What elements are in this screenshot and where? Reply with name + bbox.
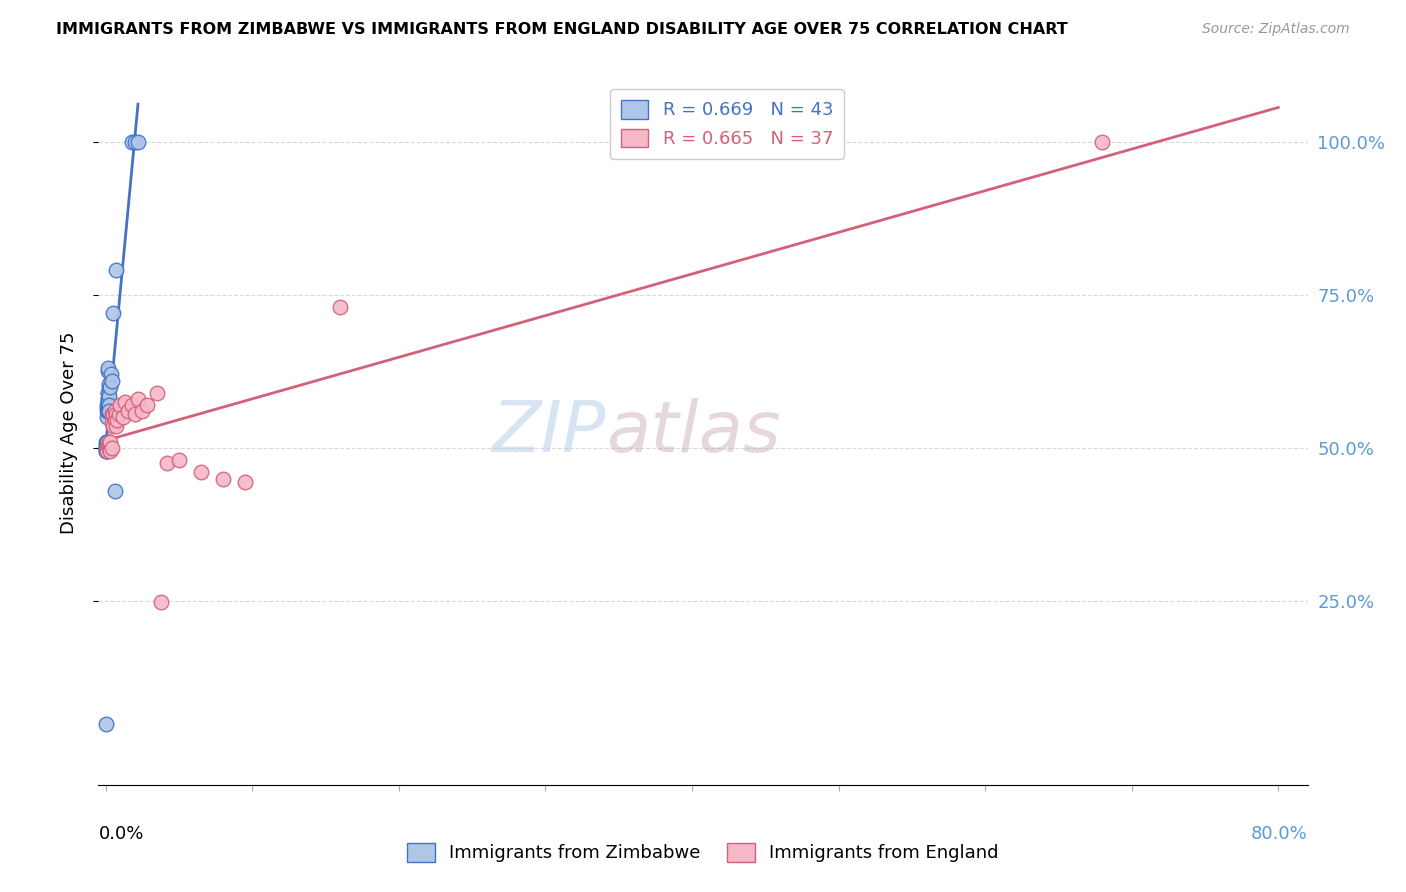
Point [96,444,118,458]
Point [97,434,120,449]
Point [108,407,131,421]
Point [124,135,146,149]
Legend: Immigrants from Zimbabwe, Immigrants from England: Immigrants from Zimbabwe, Immigrants fro… [401,836,1005,870]
Point [97,404,120,418]
Point [150,595,173,609]
Point [96,434,118,449]
Text: ZIP: ZIP [492,398,606,467]
Point [96,434,118,449]
Point [96,441,118,455]
Point [97,395,120,409]
Point [98,404,121,418]
Point [96,385,118,400]
Point [96,444,118,458]
Point [110,398,132,412]
Point [98,398,121,412]
Point [135,398,157,412]
Point [98,379,121,393]
Point [96,404,118,418]
Point [105,419,128,434]
Point [131,404,153,418]
Text: 80.0%: 80.0% [1251,825,1308,843]
Point [100,368,122,382]
Point [97,376,120,391]
Point [96,444,118,458]
Point [105,407,128,421]
Text: IMMIGRANTS FROM ZIMBABWE VS IMMIGRANTS FROM ENGLAND DISABILITY AGE OVER 75 CORRE: IMMIGRANTS FROM ZIMBABWE VS IMMIGRANTS F… [56,22,1069,37]
Point [94,716,117,731]
Point [127,392,149,406]
Point [98,389,121,403]
Point [97,379,120,393]
Point [103,413,125,427]
Point [100,374,122,388]
Point [97,438,120,452]
Point [98,441,121,455]
Point [103,483,125,498]
Point [121,398,143,412]
Point [98,444,121,458]
Point [101,419,124,434]
Point [329,300,352,314]
Point [103,404,125,418]
Point [107,413,129,427]
Point [190,466,212,480]
Point [97,404,120,418]
Point [97,392,120,406]
Point [96,438,118,452]
Point [96,401,118,416]
Point [96,441,118,455]
Point [127,135,149,149]
Point [233,475,256,489]
Point [167,453,190,467]
Point [97,361,120,376]
Point [96,441,118,455]
Point [96,444,118,458]
Point [96,398,118,412]
Point [114,395,136,409]
Point [156,456,179,470]
Point [1091,135,1114,149]
Point [100,407,122,421]
Point [105,263,128,277]
Point [121,135,143,149]
Point [100,441,122,455]
Point [97,364,120,378]
Point [96,441,118,455]
Point [146,385,169,400]
Text: Source: ZipAtlas.com: Source: ZipAtlas.com [1202,22,1350,37]
Point [96,410,118,425]
Point [101,306,124,320]
Point [112,410,135,425]
Point [212,472,235,486]
Point [96,392,118,406]
Point [97,441,120,455]
Point [97,385,120,400]
Point [100,417,122,431]
Text: 0.0%: 0.0% [98,825,143,843]
Point [98,434,121,449]
Point [96,441,118,455]
Point [124,407,146,421]
Point [101,407,124,421]
Text: atlas: atlas [606,398,780,467]
Point [96,438,118,452]
Y-axis label: Disability Age Over 75: Disability Age Over 75 [59,331,77,534]
Point [117,404,139,418]
Point [96,441,118,455]
Point [97,395,120,409]
Point [94,441,117,455]
Point [96,434,118,449]
Legend: R = 0.669   N = 43, R = 0.665   N = 37: R = 0.669 N = 43, R = 0.665 N = 37 [610,89,844,159]
